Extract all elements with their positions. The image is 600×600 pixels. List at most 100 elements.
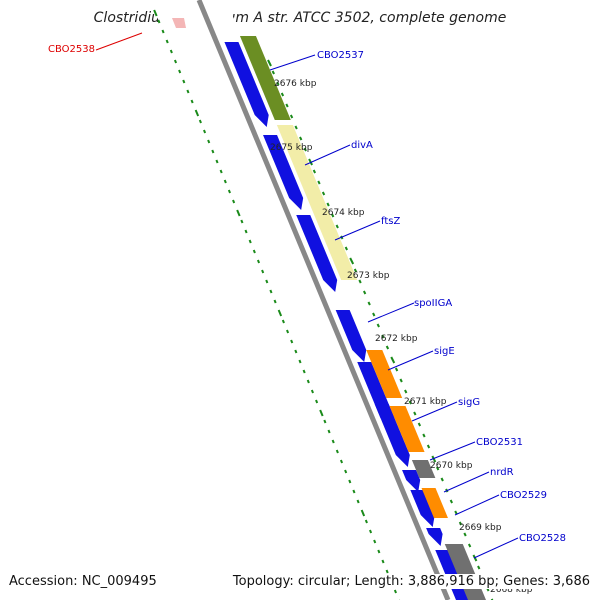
gene-arrow-blue (410, 490, 435, 527)
tick-mark (381, 559, 385, 564)
tick-mark (223, 179, 227, 184)
tick-mark (344, 469, 348, 474)
tick-mark (369, 529, 373, 534)
tick-mark (449, 499, 453, 504)
gene-arrow-blue (224, 42, 269, 127)
tick-mark (276, 81, 280, 86)
label-leader-line (443, 471, 490, 493)
gene-arrow-blue (335, 310, 367, 362)
tick-mark (190, 99, 194, 104)
tick-mark (315, 399, 319, 404)
gene-label-cbo2537: CBO2537 (317, 50, 364, 61)
tick-mark (194, 109, 200, 117)
tick-mark (335, 224, 339, 229)
tick-mark (352, 489, 356, 494)
gene-block-yellow (276, 125, 329, 212)
tick-mark (353, 268, 358, 273)
tick-mark (303, 147, 307, 152)
gene-block-orange (366, 350, 403, 398)
tick-mark (373, 539, 377, 544)
tick-mark (408, 400, 412, 405)
tick-mark (261, 269, 265, 274)
partial-gene-top (172, 18, 186, 28)
gene-label-sigg: sigG (458, 397, 480, 408)
tick-mark (319, 409, 324, 417)
tick-mark (273, 299, 277, 304)
tick-mark (299, 136, 303, 141)
tick-mark (440, 477, 444, 482)
gene-arrow-blue (426, 528, 443, 546)
label-leader-line (454, 494, 500, 516)
tick-mark (385, 345, 390, 350)
tick-mark (417, 422, 422, 427)
gene-arrow-blue (402, 470, 421, 492)
tick-mark (244, 229, 248, 234)
tick-mark (232, 199, 236, 204)
gene-arrow-blue (263, 135, 304, 210)
tick-mark (267, 59, 272, 67)
tick-mark (289, 114, 294, 119)
tick-mark (169, 49, 173, 54)
gene-arrow-blue (296, 215, 338, 292)
tick-mark (321, 191, 326, 196)
tick-mark (157, 19, 161, 24)
tick-mark (358, 279, 362, 284)
tick-mark (413, 411, 417, 416)
tick-mark (219, 169, 223, 174)
kbp-label: 2668 kbp (490, 585, 533, 595)
tick-mark (367, 301, 371, 306)
tick-mark (458, 521, 463, 526)
tick-mark (256, 259, 261, 264)
tick-mark (182, 79, 186, 84)
kbp-label: 2673 kbp (347, 271, 390, 281)
label-leader-line (473, 537, 519, 559)
kbp-label: 2669 kbp (459, 523, 502, 533)
tick-mark (277, 309, 283, 317)
label-leader-line (411, 401, 458, 422)
tick-mark (349, 257, 355, 265)
tick-mark (227, 189, 231, 194)
tick-mark (364, 519, 368, 524)
label-leader-line (429, 441, 476, 461)
tick-mark (285, 103, 289, 108)
tick-mark (269, 289, 273, 294)
gene-label-cbo2528: CBO2528 (519, 533, 566, 544)
gene-block-orange (389, 406, 425, 452)
gene-label-spoiiga: spoIIGA (414, 298, 452, 309)
tick-mark (161, 29, 165, 34)
tick-mark (207, 139, 211, 144)
tick-mark (348, 479, 352, 484)
tick-mark (326, 202, 330, 207)
tick-mark (399, 378, 403, 383)
tick-mark (248, 239, 252, 244)
tick-mark (436, 466, 440, 471)
gene-block-orange (421, 488, 448, 518)
tick-mark (302, 369, 306, 374)
label-leader-line (269, 54, 316, 71)
kbp-label: 2670 kbp (430, 461, 473, 471)
gene-block-gray (411, 460, 436, 478)
gene-block-green (239, 36, 291, 120)
tick-mark (372, 312, 376, 317)
tick-mark (390, 356, 396, 364)
gene-label-sige: sigE (434, 346, 455, 357)
label-leader-line (367, 302, 415, 323)
tick-mark (362, 290, 367, 295)
tick-mark (236, 209, 241, 217)
tick-mark (294, 349, 298, 354)
tick-mark (376, 323, 380, 328)
gene-arrow-blue (374, 404, 410, 467)
tick-mark (323, 419, 327, 424)
tick-mark (252, 249, 256, 254)
tick-mark (394, 367, 399, 372)
tick-mark (422, 433, 426, 438)
tick-mark (477, 565, 481, 570)
tick-mark (377, 549, 381, 554)
tick-mark (165, 39, 169, 44)
tick-mark (173, 59, 178, 64)
tick-mark (186, 89, 190, 94)
tick-mark (454, 510, 458, 515)
tick-mark (335, 449, 339, 454)
tick-mark (463, 532, 467, 537)
